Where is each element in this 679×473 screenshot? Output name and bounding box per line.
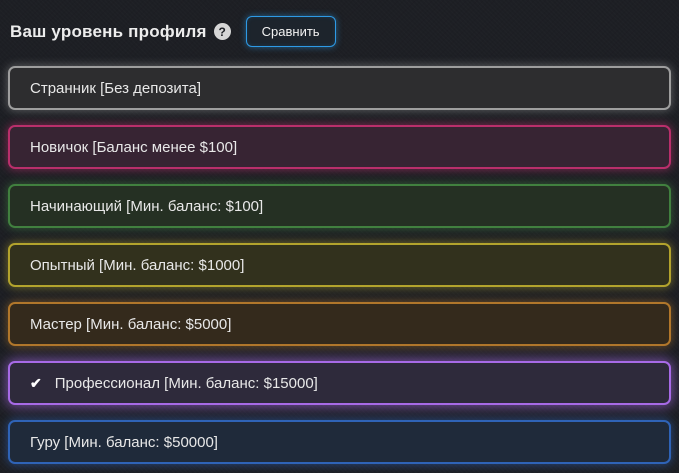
level-row-professional[interactable]: ✔ Профессионал [Мин. баланс: $15000] xyxy=(8,361,671,405)
level-row-novice[interactable]: ✔ Новичок [Баланс менее $100] xyxy=(8,125,671,169)
help-icon[interactable]: ? xyxy=(213,23,231,40)
level-row-guru[interactable]: ✔ Гуру [Мин. баланс: $50000] xyxy=(8,420,671,464)
level-label: Гуру [Мин. баланс: $50000] xyxy=(30,433,218,451)
levels-list: ✔ Странник [Без депозита] ✔ Новичок [Бал… xyxy=(0,66,679,464)
level-label: Новичок [Баланс менее $100] xyxy=(30,138,238,156)
level-label: Странник [Без депозита] xyxy=(30,79,201,97)
level-row-wanderer[interactable]: ✔ Странник [Без депозита] xyxy=(8,66,671,110)
page-title: Ваш уровень профиля xyxy=(10,21,207,41)
level-label: Опытный [Мин. баланс: $1000] xyxy=(30,256,245,274)
profile-level-header: Ваш уровень профиля ? Сравнить xyxy=(0,0,679,47)
level-row-beginner[interactable]: ✔ Начинающий [Мин. баланс: $100] xyxy=(8,184,671,228)
level-label: Начинающий [Мин. баланс: $100] xyxy=(30,197,264,215)
level-row-experienced[interactable]: ✔ Опытный [Мин. баланс: $1000] xyxy=(8,243,671,287)
level-row-master[interactable]: ✔ Мастер [Мин. баланс: $5000] xyxy=(8,302,671,346)
compare-button[interactable]: Сравнить xyxy=(245,16,336,47)
level-label: Мастер [Мин. баланс: $5000] xyxy=(30,315,232,333)
level-label: Профессионал [Мин. баланс: $15000] xyxy=(54,374,318,392)
check-icon: ✔ xyxy=(30,375,42,391)
